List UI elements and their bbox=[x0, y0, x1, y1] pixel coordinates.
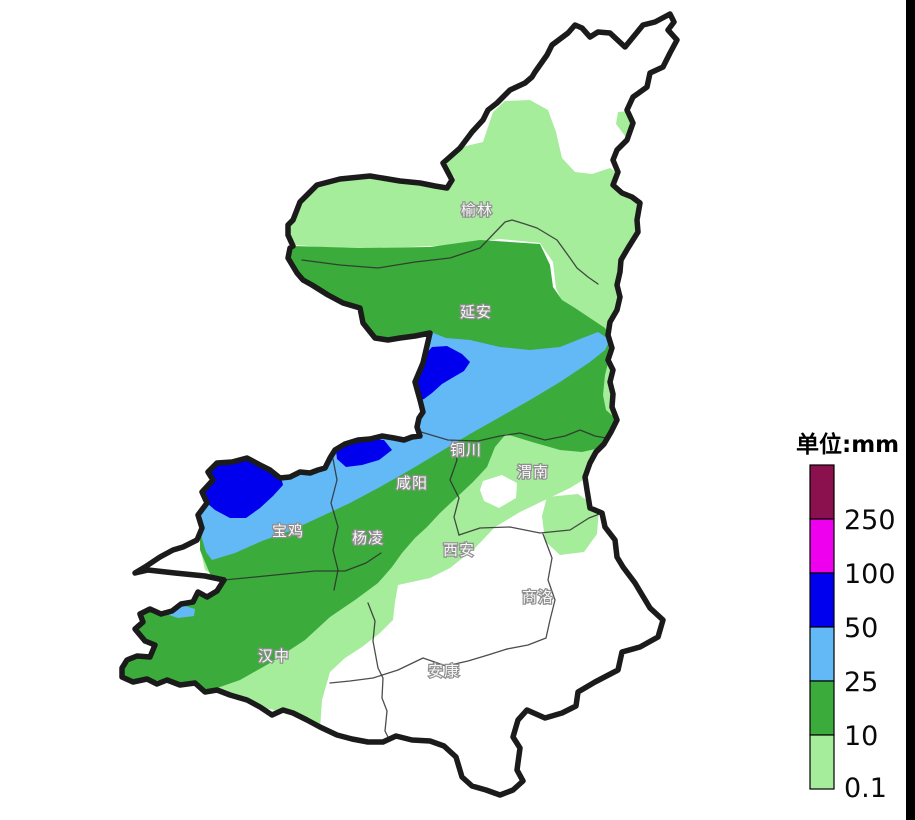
region-label-hanzhong: 汉中 bbox=[258, 647, 290, 665]
legend-value-250: 250 bbox=[844, 505, 896, 536]
region-labels: 榆林 延安 铜川 渭南 咸阳 杨凌 西安 商洛 宝鸡 汉中 安康 bbox=[257, 200, 554, 681]
legend-swatch-50 bbox=[809, 572, 835, 628]
legend-swatch-100 bbox=[809, 518, 835, 574]
zone-blue-baoji bbox=[203, 457, 283, 518]
region-label-yanan: 延安 bbox=[460, 303, 492, 321]
border-weinan-xian bbox=[458, 512, 603, 536]
legend-values: 250 100 50 25 10 0.1 bbox=[844, 505, 896, 804]
legend-swatch-25 bbox=[809, 626, 835, 682]
region-label-shangluo: 商洛 bbox=[522, 588, 554, 606]
right-black-strip bbox=[906, 0, 915, 820]
border-shangluo-west bbox=[506, 533, 556, 650]
legend-title: 单位:mm bbox=[796, 431, 899, 458]
border-hanzhong-baoji bbox=[223, 552, 382, 581]
legend-value-100: 100 bbox=[844, 559, 896, 590]
border-xianyang-east bbox=[449, 440, 460, 536]
legend-value-10: 10 bbox=[844, 721, 878, 752]
zone-light-blue-band bbox=[199, 332, 610, 560]
region-label-ankang: 安康 bbox=[428, 662, 460, 680]
region-label-tongchuan: 铜川 bbox=[450, 441, 482, 459]
zone-light-green-north bbox=[287, 100, 644, 338]
border-yulin-yanan bbox=[301, 219, 599, 285]
border-hanzhong-ankang bbox=[367, 602, 390, 740]
legend-swatch-0p1 bbox=[809, 734, 835, 790]
region-label-xian: 西安 bbox=[443, 541, 475, 559]
border-ankang-north bbox=[329, 648, 508, 684]
region-label-weinan: 渭南 bbox=[517, 463, 549, 481]
legend-value-0p1: 0.1 bbox=[844, 773, 887, 804]
prefecture-borders bbox=[223, 219, 607, 740]
legend: 单位:mm 250 100 50 25 10 0.1 bbox=[796, 431, 899, 804]
border-baoji-xianyang bbox=[330, 458, 339, 591]
zone-white-hole bbox=[480, 475, 517, 508]
legend-value-50: 50 bbox=[844, 613, 878, 644]
legend-value-25: 25 bbox=[844, 667, 878, 698]
zone-light-green-weinan-patch bbox=[542, 494, 599, 555]
province-boundary bbox=[119, 11, 680, 798]
zone-blue-xianyang bbox=[336, 439, 392, 467]
legend-swatch-10 bbox=[809, 680, 835, 736]
legend-color-bar bbox=[809, 464, 835, 790]
border-yanan-south bbox=[420, 429, 607, 442]
region-label-baoji: 宝鸡 bbox=[272, 522, 304, 540]
region-label-xianyang: 咸阳 bbox=[396, 474, 428, 492]
legend-swatch-250 bbox=[809, 464, 835, 520]
zone-blue-yanan bbox=[416, 346, 470, 401]
region-label-yangling: 杨凌 bbox=[352, 529, 384, 547]
region-label-yulin: 榆林 bbox=[461, 201, 493, 219]
